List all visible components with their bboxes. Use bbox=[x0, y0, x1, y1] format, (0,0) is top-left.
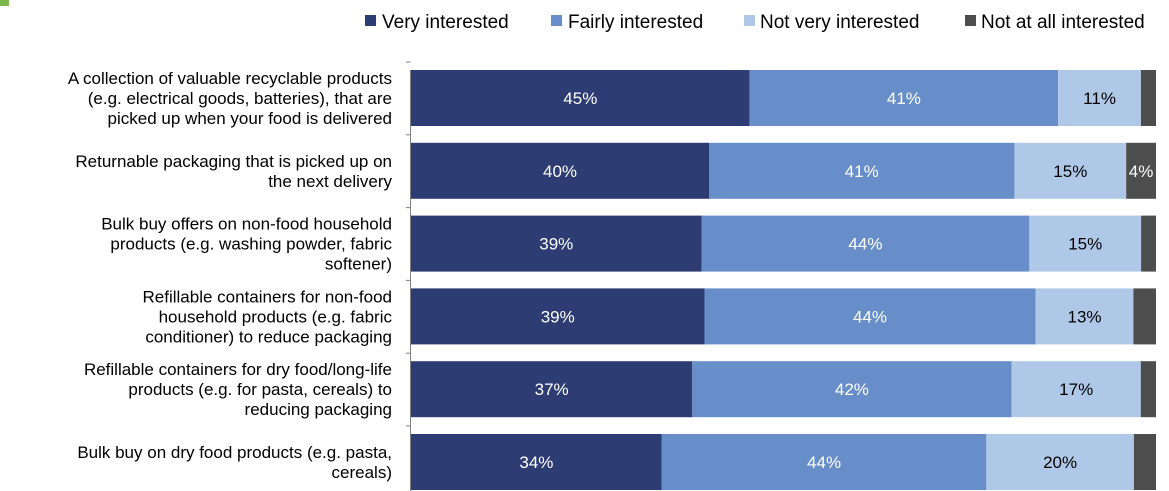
bar-segment bbox=[411, 215, 702, 272]
bar-segment bbox=[411, 142, 709, 199]
legend-label: Fairly interested bbox=[568, 12, 703, 33]
data-label: 37% bbox=[535, 380, 569, 399]
data-label: 39% bbox=[541, 307, 575, 326]
legend-swatch bbox=[551, 15, 562, 26]
category-label-line: cereals) bbox=[332, 463, 392, 482]
category-label-line: household products (e.g. fabric bbox=[159, 307, 393, 326]
bar-segment bbox=[1035, 288, 1134, 345]
category-label-line: Returnable packaging that is picked up o… bbox=[75, 152, 392, 171]
data-label: 15% bbox=[1068, 235, 1102, 254]
bar-segment bbox=[411, 361, 693, 418]
corner-mark bbox=[0, 0, 9, 6]
data-label: 40% bbox=[543, 162, 577, 181]
bar-segment bbox=[704, 288, 1036, 345]
legend-label: Very interested bbox=[382, 12, 509, 33]
category-label: A collection of valuable recyclable prod… bbox=[68, 69, 392, 128]
bar-segment bbox=[749, 70, 1059, 126]
bar-segment bbox=[1058, 70, 1141, 126]
data-label: 4% bbox=[1129, 162, 1154, 181]
bar-segment bbox=[1011, 361, 1141, 418]
data-label: 42% bbox=[835, 380, 869, 399]
category-label-line: Refillable containers for dry food/long-… bbox=[84, 360, 392, 379]
bar-segment bbox=[411, 288, 705, 345]
data-label: 20% bbox=[1043, 453, 1077, 472]
data-label: 41% bbox=[887, 89, 921, 108]
legend: Very interested Fairly interested Not very… bbox=[365, 12, 1145, 33]
data-label: 44% bbox=[807, 453, 841, 472]
category-label-line: conditioner) to reduce packaging bbox=[145, 327, 392, 346]
bar-segment bbox=[411, 434, 662, 490]
bar-segment bbox=[1014, 142, 1127, 199]
category-label-line: products (e.g. for pasta, cereals) to bbox=[128, 380, 392, 399]
data-label: 17% bbox=[1059, 380, 1093, 399]
legend-swatch bbox=[965, 15, 976, 26]
category-label: Bulk buy offers on non-food household pro… bbox=[101, 215, 392, 274]
bar-segment bbox=[986, 434, 1134, 490]
category-label-line: the next delivery bbox=[268, 172, 392, 191]
data-label: 13% bbox=[1067, 307, 1101, 326]
bar-segment bbox=[692, 361, 1012, 418]
data-label: 11% bbox=[1083, 89, 1116, 108]
legend-swatch bbox=[744, 15, 755, 26]
bar-segment bbox=[701, 215, 1030, 272]
category-label: Returnable packaging that is picked up o… bbox=[75, 152, 392, 191]
bar-segment bbox=[411, 70, 750, 126]
category-label-line: Bulk buy on dry food products (e.g. past… bbox=[77, 443, 392, 462]
bar-segment bbox=[709, 142, 1015, 199]
data-label: 44% bbox=[853, 307, 887, 326]
bar-segment bbox=[1141, 215, 1156, 272]
bar-segment bbox=[1126, 142, 1156, 199]
bar-segment bbox=[1133, 434, 1156, 490]
category-label-line: products (e.g. washing powder, fabric bbox=[110, 235, 392, 254]
data-label: 15% bbox=[1053, 162, 1087, 181]
bar-segment bbox=[1140, 70, 1156, 126]
category-label-line: A collection of valuable recyclable prod… bbox=[68, 69, 392, 88]
category-label-line: reducing packaging bbox=[245, 400, 392, 419]
data-label: 39% bbox=[539, 235, 573, 254]
data-label: 41% bbox=[845, 162, 879, 181]
bar-segment bbox=[1029, 215, 1142, 272]
category-label-line: softener) bbox=[325, 255, 392, 274]
legend-label: Not very interested bbox=[760, 12, 919, 33]
category-label-line: Bulk buy offers on non-food household bbox=[101, 215, 392, 234]
data-label: 45% bbox=[563, 89, 597, 108]
legend-label: Not at all interested bbox=[981, 12, 1145, 33]
category-label: Bulk buy on dry food products (e.g. past… bbox=[77, 443, 392, 482]
category-label: Refillable containers for dry food/long-… bbox=[84, 360, 392, 419]
bar-segment bbox=[1140, 361, 1156, 418]
category-label: Refillable containers for non-food househ… bbox=[143, 287, 393, 346]
category-label-line: Refillable containers for non-food bbox=[143, 287, 392, 306]
data-label: 44% bbox=[848, 235, 882, 254]
data-label: 34% bbox=[519, 453, 553, 472]
category-label-line: picked up when your food is delivered bbox=[108, 109, 392, 128]
legend-swatch bbox=[365, 15, 376, 26]
bar-segment bbox=[661, 434, 987, 490]
bar-segment bbox=[1133, 288, 1156, 345]
category-label-line: (e.g. electrical goods, batteries), that… bbox=[88, 89, 392, 108]
